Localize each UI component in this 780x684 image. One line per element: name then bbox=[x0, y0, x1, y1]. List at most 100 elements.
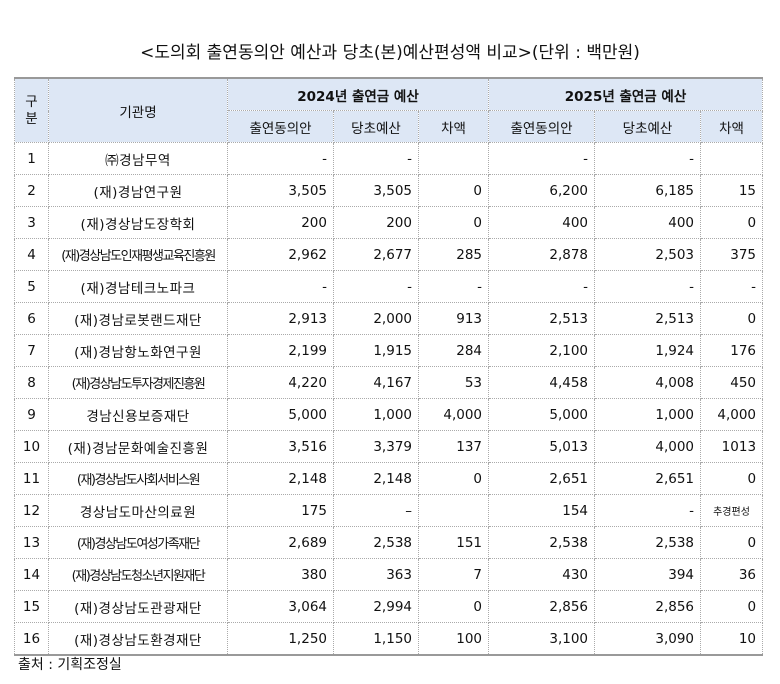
row-number: 3 bbox=[14, 206, 49, 239]
table-row: 8 (재)경상남도투자경제진흥원 4,220 4,167 53 4,458 4,008 450 bbox=[14, 366, 764, 399]
cell-b1: 4,167 bbox=[333, 366, 419, 399]
cell-b2: - bbox=[594, 494, 702, 527]
row-number: 14 bbox=[14, 558, 49, 591]
cell-b1: - bbox=[333, 270, 419, 303]
cell-a1: - bbox=[227, 142, 334, 175]
row-number: 16 bbox=[14, 622, 49, 656]
cell-b1: 2,148 bbox=[333, 462, 419, 495]
cell-b1: 363 bbox=[333, 558, 419, 591]
table-row: 11 (재)경상남도사회서비스원 2,148 2,148 0 2,651 2,651 0 bbox=[14, 462, 764, 495]
row-number: 1 bbox=[14, 142, 49, 175]
cell-c2: 0 bbox=[700, 462, 764, 495]
table-row: 13 (재)경상남도여성가족재단 2,689 2,538 151 2,538 2,538 0 bbox=[14, 526, 764, 559]
cell-c1: 137 bbox=[417, 430, 490, 463]
cell-a2: 2,878 bbox=[488, 238, 596, 271]
cell-a1: - bbox=[227, 270, 334, 303]
table-row: 5 (재)경남테크노파크 - - - - - - bbox=[14, 270, 764, 303]
cell-b2: - bbox=[594, 270, 702, 303]
org-name: (재)경상남도장학회 bbox=[48, 206, 228, 239]
cell-c1: 284 bbox=[417, 334, 490, 367]
cell-c2: 10 bbox=[700, 622, 764, 656]
cell-b2: 3,090 bbox=[594, 622, 702, 656]
cell-c1: 53 bbox=[417, 366, 490, 399]
cell-a2: 2,538 bbox=[488, 526, 596, 559]
cell-c2: 15 bbox=[700, 174, 764, 207]
table-row: 2 (재)경남연구원 3,505 3,505 0 6,200 6,185 15 bbox=[14, 174, 764, 207]
header-consent-2024: 출연동의안 bbox=[227, 110, 334, 143]
cell-b1: 2,000 bbox=[333, 302, 419, 335]
table-row: 12 경상남도마산의료원 175– 154- 추경편성 bbox=[14, 494, 764, 527]
org-name: 경상남도마산의료원 bbox=[48, 494, 228, 527]
cell-a2: - bbox=[488, 142, 596, 175]
cell-b1: 2,994 bbox=[333, 590, 419, 623]
header-consent-2025: 출연동의안 bbox=[488, 110, 596, 143]
cell-a1: 3,516 bbox=[227, 430, 334, 463]
org-name: (재)경상남도환경재단 bbox=[48, 622, 228, 656]
cell-c2: - bbox=[700, 270, 764, 303]
cell-c2: 추경편성 bbox=[700, 494, 764, 527]
row-number: 9 bbox=[14, 398, 49, 431]
cell-c1: 285 bbox=[417, 238, 490, 271]
cell-a1: 1,250 bbox=[227, 622, 334, 656]
org-name: (재)경상남도관광재단 bbox=[48, 590, 228, 623]
cell-b2: 2,538 bbox=[594, 526, 702, 559]
cell-a1: 2,199 bbox=[227, 334, 334, 367]
org-name: (재)경상남도청소년지원재단 bbox=[48, 558, 228, 591]
cell-c2: 36 bbox=[700, 558, 764, 591]
cell-a2: - bbox=[488, 270, 596, 303]
cell-b2: 2,513 bbox=[594, 302, 702, 335]
row-number: 2 bbox=[14, 174, 49, 207]
cell-b1: 1,915 bbox=[333, 334, 419, 367]
cell-a1: 2,913 bbox=[227, 302, 334, 335]
cell-b2: - bbox=[594, 142, 702, 175]
cell-b1: 2,677 bbox=[333, 238, 419, 271]
row-number: 8 bbox=[14, 366, 49, 399]
table-row: 3 (재)경상남도장학회 200 200 0 400 400 0 bbox=[14, 206, 764, 239]
header-diff-2024: 차액 bbox=[417, 110, 490, 143]
cell-a2: 2,651 bbox=[488, 462, 596, 495]
cell-b2: 2,856 bbox=[594, 590, 702, 623]
cell-a1: 2,148 bbox=[227, 462, 334, 495]
org-name: (재)경남문화예술진흥원 bbox=[48, 430, 228, 463]
cell-a2: 5,000 bbox=[488, 398, 596, 431]
cell-b2: 2,651 bbox=[594, 462, 702, 495]
cell-a2: 2,100 bbox=[488, 334, 596, 367]
cell-c1: 913 bbox=[417, 302, 490, 335]
cell-c2: 176 bbox=[700, 334, 764, 367]
row-number: 6 bbox=[14, 302, 49, 335]
budget-comparison-table: 구분 기관명 2024년 출연금 예산 2025년 출연금 예산 출연동의안 당… bbox=[14, 77, 764, 656]
cell-c1: 4,000 bbox=[417, 398, 490, 431]
cell-a2: 5,013 bbox=[488, 430, 596, 463]
cell-b2: 394 bbox=[594, 558, 702, 591]
header-gubun: 구분 bbox=[14, 77, 49, 143]
row-number: 4 bbox=[14, 238, 49, 271]
cell-b1: - bbox=[333, 142, 419, 175]
cell-a1: 5,000 bbox=[227, 398, 334, 431]
cell-c1: 0 bbox=[417, 590, 490, 623]
cell-a1: 380 bbox=[227, 558, 334, 591]
cell-b1: 2,538 bbox=[333, 526, 419, 559]
cell-b1: 3,379 bbox=[333, 430, 419, 463]
table-row: 1 ㈜경남무역 - - - - bbox=[14, 142, 764, 175]
header-diff-2025: 차액 bbox=[700, 110, 764, 143]
row-number: 12 bbox=[14, 494, 49, 527]
cell-c2: 0 bbox=[700, 590, 764, 623]
cell-b2: 2,503 bbox=[594, 238, 702, 271]
header-2025: 2025년 출연금 예산 bbox=[488, 77, 764, 111]
cell-b2: 6,185 bbox=[594, 174, 702, 207]
row-number: 13 bbox=[14, 526, 49, 559]
cell-c1: 7 bbox=[417, 558, 490, 591]
cell-b2: 4,008 bbox=[594, 366, 702, 399]
cell-a1: 2,962 bbox=[227, 238, 334, 271]
cell-c2: 0 bbox=[700, 302, 764, 335]
header-initial-2024: 당초예산 bbox=[333, 110, 419, 143]
cell-c1: 0 bbox=[417, 174, 490, 207]
org-name: (재)경남항노화연구원 bbox=[48, 334, 228, 367]
table-title: <도의회 출연동의안 예산과 당초(본)예산편성액 비교>(단위 : 백만원) bbox=[140, 43, 640, 63]
cell-c1: 151 bbox=[417, 526, 490, 559]
cell-a2: 400 bbox=[488, 206, 596, 239]
table-row: 16 (재)경상남도환경재단 1,250 1,150 100 3,100 3,090 10 bbox=[14, 622, 764, 656]
cell-a1: 4,220 bbox=[227, 366, 334, 399]
cell-c2: 4,000 bbox=[700, 398, 764, 431]
cell-a2: 154 bbox=[488, 494, 596, 527]
